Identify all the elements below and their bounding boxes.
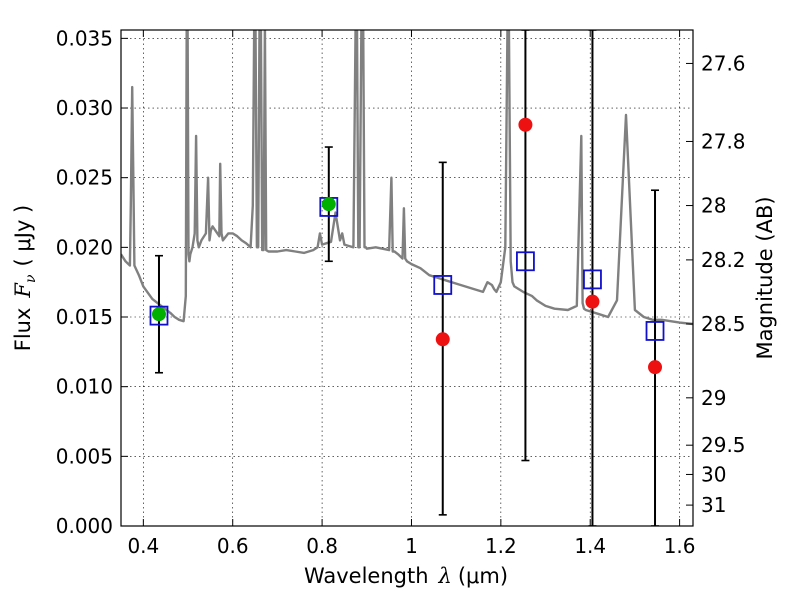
plot-frame bbox=[120, 29, 694, 527]
model-photometry-box bbox=[149, 305, 169, 326]
y2-tick-label: 30 bbox=[701, 462, 726, 486]
model-photometry-box bbox=[516, 251, 535, 272]
x-axis-label: Wavelength λ (μm) bbox=[304, 564, 508, 588]
y2-tick-label: 28 bbox=[701, 194, 726, 218]
x-tick-label: 0.8 bbox=[306, 534, 338, 558]
y2-tick-label: 29.5 bbox=[701, 433, 746, 457]
model-photometry-box bbox=[583, 269, 602, 290]
axes: 0.4 0.6 0.8 1 1.2 1.4 1.6 0.000 0.005 0.010 0.015 0… bbox=[56, 26, 746, 558]
model-photometry-box bbox=[433, 275, 453, 295]
x-tick-label: 0.4 bbox=[127, 534, 159, 558]
model-spectrum-line bbox=[121, 30, 693, 326]
x-tick-label: 1.4 bbox=[574, 534, 606, 558]
plot-content bbox=[121, 30, 693, 526]
y2-tick-label: 31 bbox=[701, 493, 726, 517]
y-tick-label: 0.035 bbox=[56, 26, 113, 50]
x-tick-label: 0.6 bbox=[217, 534, 249, 558]
y2-tick-label: 28.2 bbox=[701, 248, 746, 272]
y2-tick-label: 29 bbox=[701, 386, 726, 410]
upper-limit-point bbox=[648, 360, 663, 375]
y2-tick-label: 27.6 bbox=[701, 51, 746, 75]
y-tick-label: 0.005 bbox=[56, 444, 113, 468]
y2-axis-label: Magnitude (AB) bbox=[753, 196, 777, 359]
detection-point bbox=[151, 307, 166, 322]
x-tick-label: 1.2 bbox=[485, 534, 517, 558]
upper-limit-point bbox=[518, 117, 533, 132]
y2-tick-label: 27.8 bbox=[701, 129, 746, 153]
upper-limit-point bbox=[585, 294, 600, 309]
y-tick-label: 0.010 bbox=[56, 375, 113, 399]
x-tick-label: 1.6 bbox=[664, 534, 696, 558]
detection-point bbox=[321, 197, 336, 212]
model-photometry-box bbox=[645, 321, 665, 341]
y-tick-label: 0.030 bbox=[56, 96, 113, 120]
y2-tick-label: 28.5 bbox=[701, 312, 746, 336]
y-tick-label: 0.000 bbox=[56, 514, 113, 538]
x-tick-label: 1 bbox=[405, 534, 418, 558]
plot-area bbox=[121, 30, 693, 526]
y-tick-label: 0.020 bbox=[56, 235, 113, 259]
y-tick-label: 0.025 bbox=[56, 166, 113, 190]
upper-limit-point bbox=[435, 332, 450, 347]
y-tick-label: 0.015 bbox=[56, 305, 113, 329]
y-axis-label: FluxFν( μJy ) bbox=[11, 205, 39, 351]
